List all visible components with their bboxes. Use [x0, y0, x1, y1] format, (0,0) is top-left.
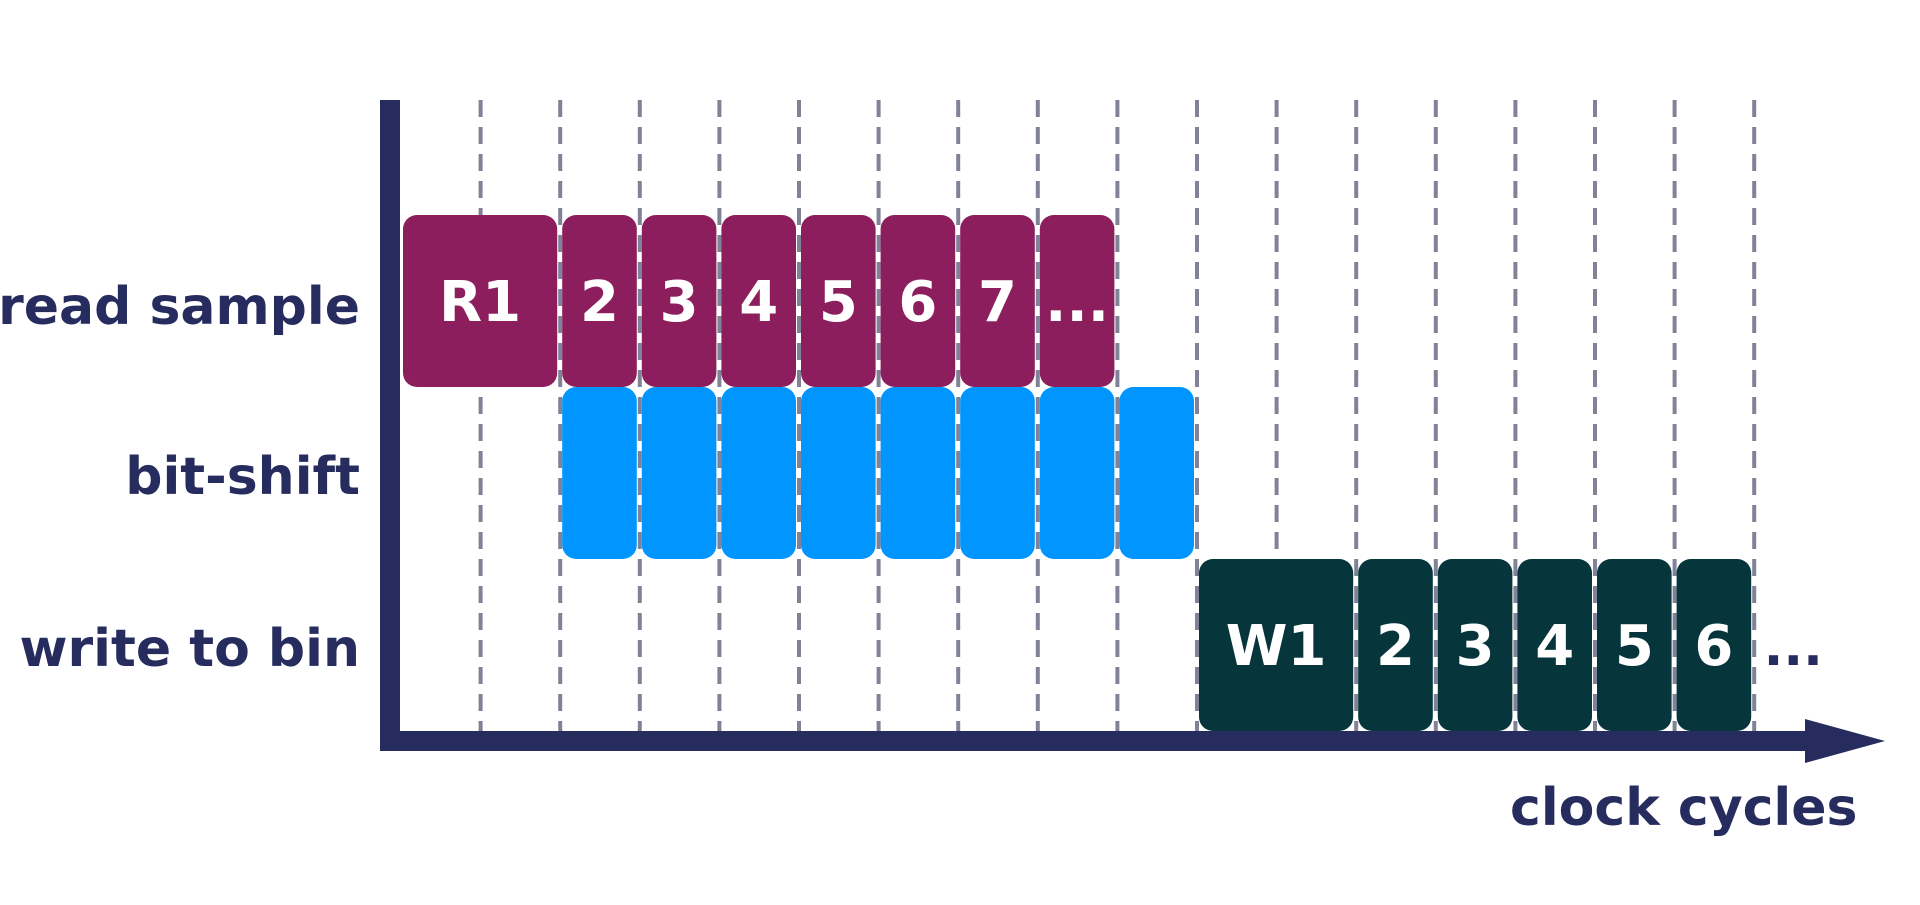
write-box	[1517, 559, 1592, 731]
cycle-grid-lines	[478, 100, 1757, 735]
read-sample-row: R1 2 3 4 5 6 7...	[403, 215, 1115, 387]
read-box-label: 7	[978, 270, 1017, 335]
read-box	[721, 215, 796, 387]
shift-box	[1119, 387, 1194, 559]
read-box-label: 3	[660, 270, 699, 335]
read-box	[960, 215, 1035, 387]
write-box	[1597, 559, 1672, 731]
read-box-label: 5	[819, 270, 858, 335]
write-box-label: 6	[1694, 614, 1733, 679]
write-box-label: 2	[1376, 614, 1415, 679]
write-to-bin-row: W1 2 3 4 5 6...	[1199, 559, 1823, 731]
read-box-label: 2	[580, 270, 619, 335]
axes	[380, 100, 1885, 763]
read-box	[403, 215, 558, 387]
y-axis	[380, 100, 400, 749]
shift-box	[880, 387, 956, 559]
x-axis-label: clock cycles	[1510, 778, 1858, 838]
write-continuation-dots: ...	[1764, 618, 1823, 678]
write-box-label: W1	[1226, 614, 1327, 679]
write-box	[1199, 559, 1354, 731]
read-box	[880, 215, 956, 387]
write-box	[1437, 559, 1513, 731]
shift-box	[641, 387, 717, 559]
write-box-label: 4	[1535, 614, 1574, 679]
shift-box	[562, 387, 637, 559]
read-box-label: 4	[739, 270, 778, 335]
shift-box	[1039, 387, 1115, 559]
row-label-read-sample: read sample	[0, 277, 360, 337]
read-box-label: R1	[439, 270, 521, 335]
shift-box	[721, 387, 796, 559]
read-box-label: 6	[898, 270, 937, 335]
write-box-label: 5	[1615, 614, 1654, 679]
read-box	[641, 215, 717, 387]
write-box-label: 3	[1456, 614, 1495, 679]
x-axis	[380, 731, 1814, 751]
row-label-bit-shift: bit-shift	[125, 447, 360, 507]
read-box	[562, 215, 637, 387]
read-box	[1039, 215, 1115, 387]
bit-shift-row	[562, 387, 1194, 559]
shift-box	[801, 387, 876, 559]
write-box	[1358, 559, 1433, 731]
shift-box	[960, 387, 1035, 559]
write-box	[1676, 559, 1752, 731]
read-box	[801, 215, 876, 387]
row-label-write-to-bin: write to bin	[19, 619, 361, 679]
read-box-label: ...	[1045, 270, 1109, 335]
x-axis-arrowhead	[1805, 719, 1885, 763]
